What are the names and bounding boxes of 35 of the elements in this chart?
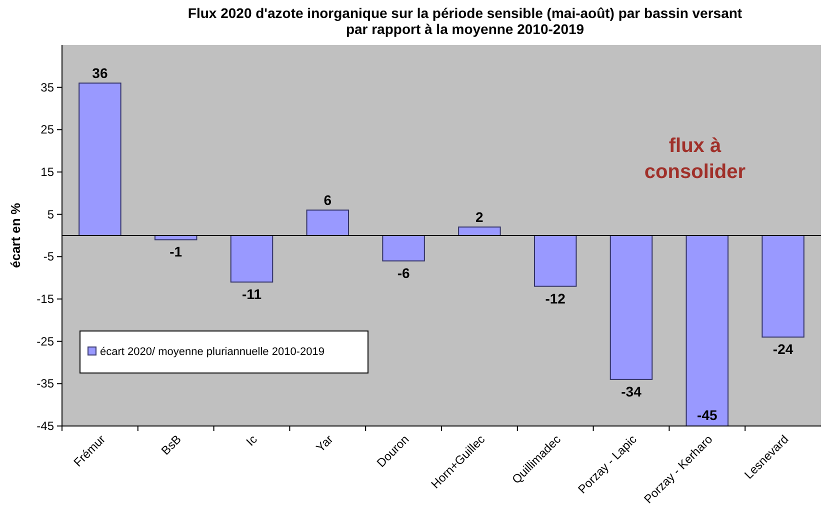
y-tick-label: 25 [40, 122, 54, 137]
data-label: -45 [697, 407, 718, 423]
x-tick-label: Yar [313, 432, 336, 455]
y-tick-label: -35 [36, 376, 54, 391]
data-label: -1 [170, 244, 182, 260]
y-axis-title: écart en % [8, 202, 23, 268]
data-label: 36 [92, 65, 108, 82]
data-label: 2 [476, 209, 484, 226]
chart-title: Flux 2020 d'azote inorganique sur la période sensible (mai-août) par bassin versant par rapport à la moyenne 2010-2019 [188, 5, 742, 37]
bar [458, 226, 501, 236]
bar [686, 235, 729, 426]
x-tick-label: BsB [158, 432, 184, 458]
data-label: 6 [324, 192, 332, 208]
bar [230, 235, 274, 283]
bar [306, 210, 350, 236]
y-tick-label: 35 [40, 80, 54, 94]
legend-label: écart 2020/ moyenne pluriannuelle 2010-2019 [100, 346, 324, 358]
data-label: -24 [772, 341, 794, 358]
bar [382, 235, 425, 262]
annotation: flux à consolider [644, 135, 746, 183]
bar [762, 235, 804, 338]
y-tick-label: -5 [43, 250, 54, 264]
data-label: -12 [545, 290, 566, 306]
x-tick-label: Ic [243, 432, 260, 449]
y-tick-label: -15 [36, 292, 54, 306]
bar [78, 82, 122, 236]
data-label: -6 [397, 264, 410, 281]
data-label: -34 [621, 383, 642, 400]
y-tick-label: 5 [47, 207, 54, 222]
data-label: -11 [242, 286, 262, 302]
y-tick-label: -45 [36, 419, 54, 433]
bar [610, 235, 653, 380]
bar [534, 235, 577, 287]
y-tick-label: -25 [36, 334, 54, 348]
y-tick-label: 15 [40, 165, 54, 179]
